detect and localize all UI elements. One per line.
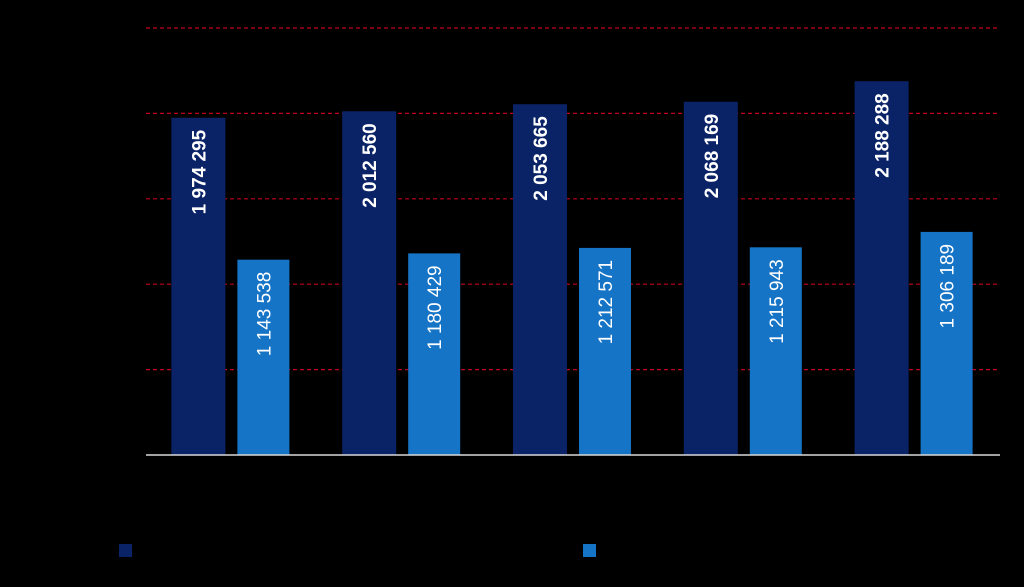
legend [119, 544, 596, 557]
data-label-series-1: 2 053 665 [531, 116, 552, 201]
data-label-series-2: 1 212 571 [596, 260, 617, 345]
bar-series-2 [749, 247, 802, 455]
data-label-series-2: 1 215 943 [767, 259, 788, 344]
legend-swatch-series-2 [583, 544, 596, 557]
bar-series-1 [683, 101, 738, 455]
bar-series-2 [920, 231, 973, 455]
bar-series-1 [854, 81, 909, 455]
bar-series-2 [408, 253, 461, 455]
data-label-series-1: 2 188 288 [873, 93, 894, 178]
bar-series-2 [237, 259, 290, 455]
data-label-series-2: 1 306 189 [938, 244, 959, 329]
bar-series-1 [513, 104, 567, 456]
bars [171, 81, 973, 456]
bar-series-1 [171, 117, 226, 456]
data-label-series-2: 1 143 538 [254, 272, 275, 357]
data-label-series-2: 1 180 429 [425, 265, 446, 350]
data-label-series-1: 2 012 560 [360, 123, 381, 208]
data-label-series-1: 1 974 295 [189, 129, 210, 214]
data-labels: 1 974 295 1 143 538 2 012 560 1 180 429 2 05… [189, 93, 958, 356]
bar-series-1 [342, 111, 397, 455]
data-label-series-1: 2 068 169 [702, 114, 723, 199]
bar-series-2 [579, 247, 631, 455]
legend-swatch-series-1 [119, 544, 132, 557]
